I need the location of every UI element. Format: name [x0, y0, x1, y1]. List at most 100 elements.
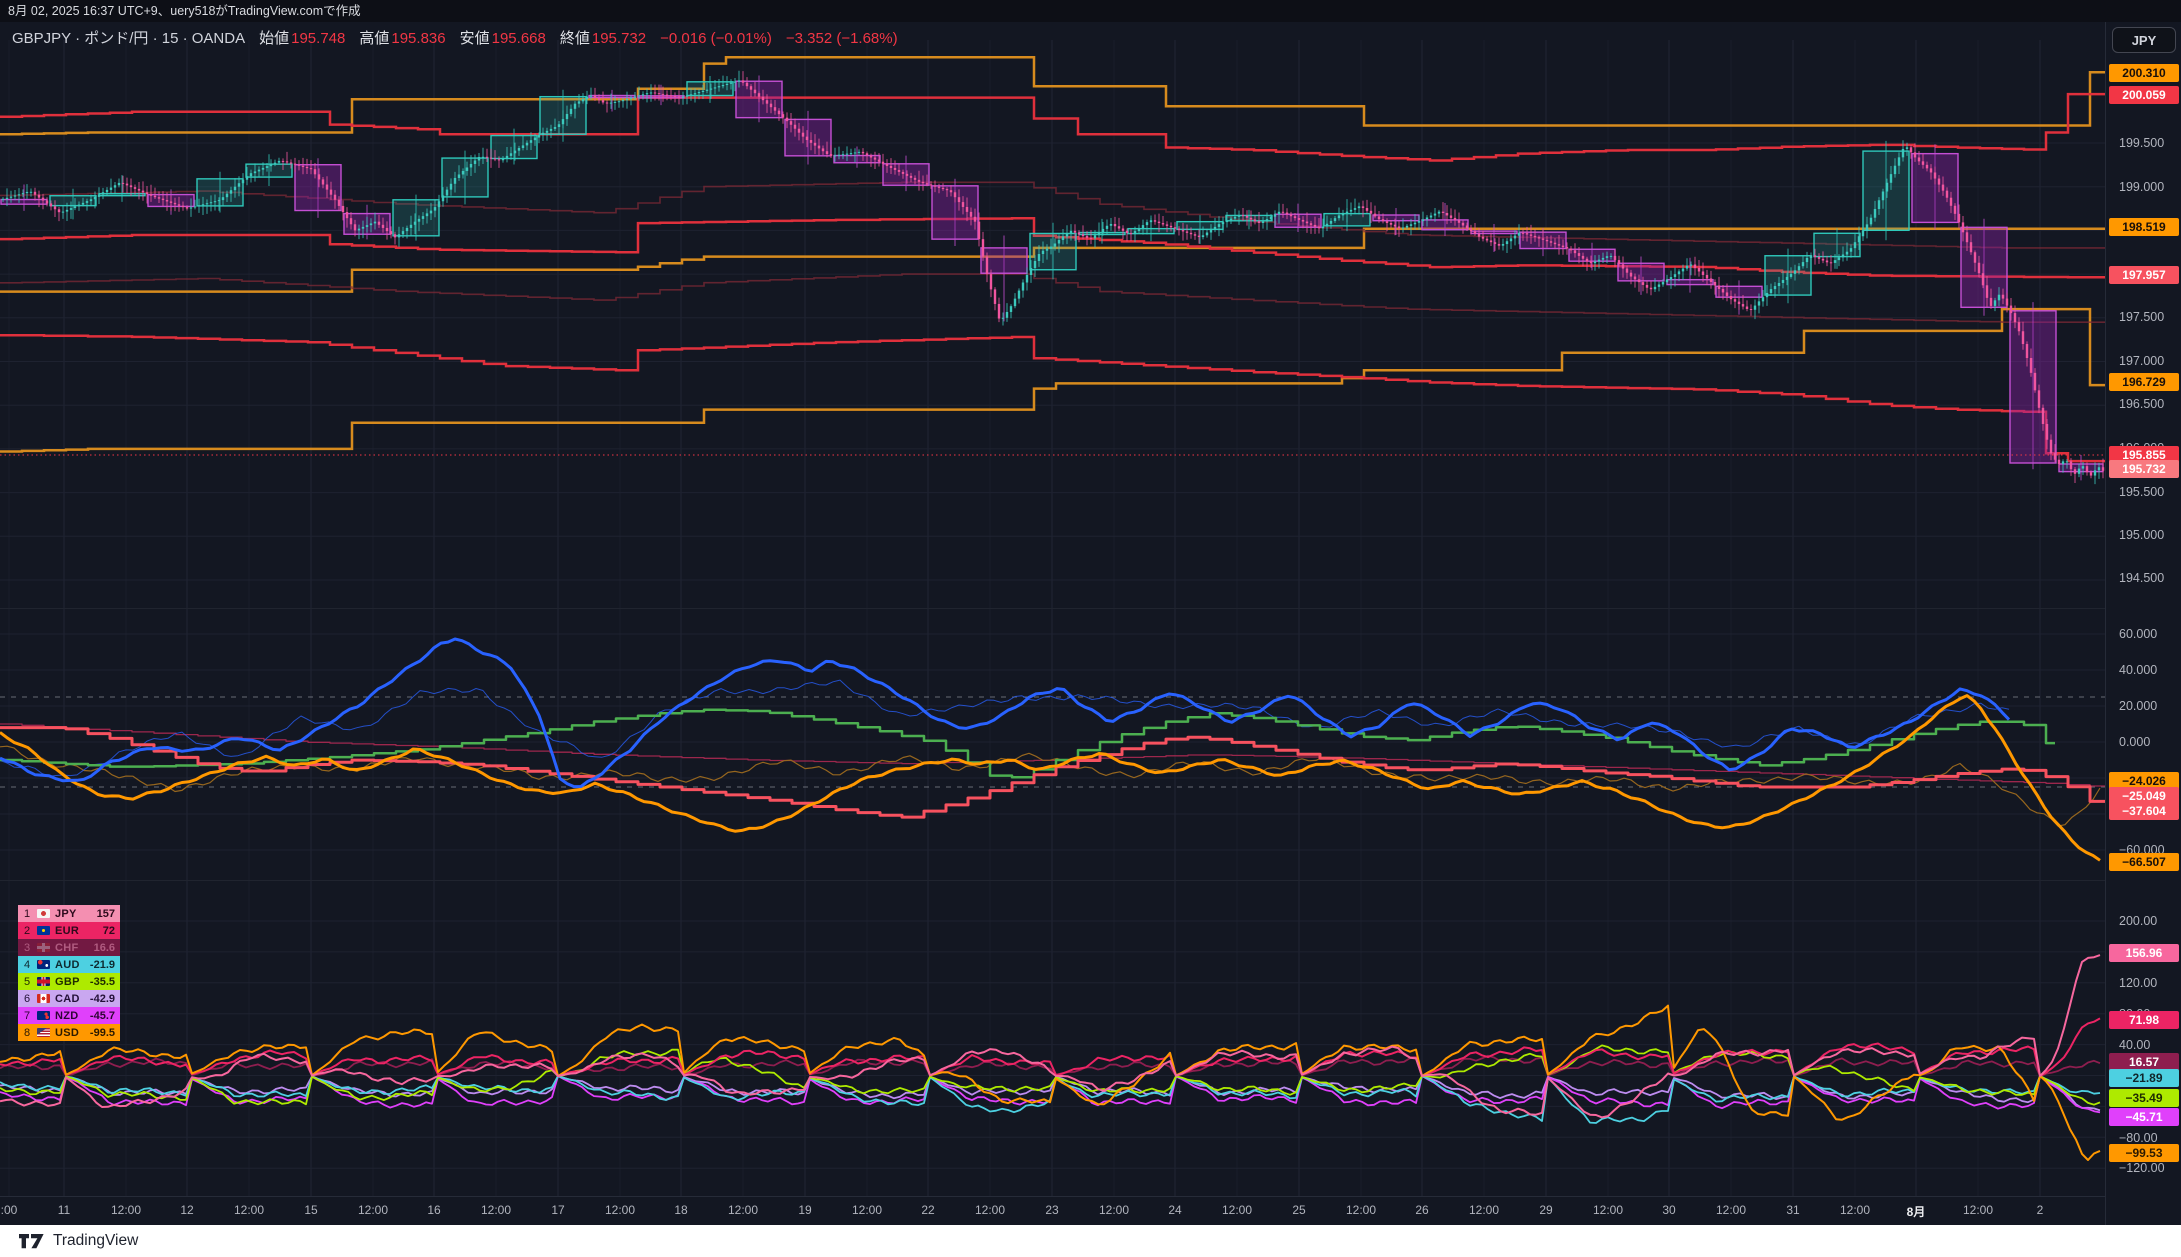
candle-body [413, 221, 417, 225]
candle-body [393, 234, 397, 238]
candle-body [13, 195, 17, 197]
candle-body [857, 151, 861, 153]
candle-body [149, 194, 153, 196]
candle-body [1049, 246, 1053, 249]
candle-body [557, 124, 561, 127]
candle-body [1121, 228, 1125, 231]
legend-currency-value: 157 [96, 907, 115, 920]
oscillator-badge: −25.049 [2109, 787, 2179, 805]
legend-row-nzd[interactable]: 7 NZD -45.7 [18, 1007, 120, 1024]
time-axis[interactable]: :00 11 12:00 12 12:00 15 12:00 16 12:00 17 12:00 18… [0, 1196, 2181, 1225]
legend-rank: 6 [24, 992, 31, 1005]
strength-badge: 71.98 [2109, 1011, 2179, 1029]
candle-body [309, 168, 313, 170]
close-value: 195.732 [591, 30, 647, 47]
legend-row-jpy[interactable]: 1 JPY 157 [18, 905, 120, 922]
candle-body [613, 101, 617, 103]
pane-separator[interactable] [0, 880, 2105, 881]
legend-row-cad[interactable]: 6 CAD -42.9 [18, 990, 120, 1007]
strength-line-CHF [0, 1054, 2101, 1077]
candle-body [989, 274, 993, 290]
legend-row-gbp[interactable]: 5 GBP -35.5 [18, 973, 120, 990]
price-tick-label: 199.500 [2119, 136, 2165, 150]
htf-box [0, 198, 48, 205]
candle-body [113, 185, 117, 188]
candle-body [357, 228, 361, 231]
candle-body [349, 218, 353, 225]
candle-body [541, 132, 545, 135]
candle-body [609, 102, 613, 104]
candle-body [1449, 215, 1453, 218]
change-cumulative-value: −3.352 (−1.68%) [785, 30, 898, 47]
candle-body [1761, 297, 1765, 302]
htf-box [196, 178, 244, 207]
nz-flag-icon [36, 1011, 50, 1020]
candle-body [801, 132, 805, 137]
candle-body [765, 100, 769, 104]
legend-rank: 1 [24, 907, 31, 920]
osc-line-blue_thick [0, 637, 2011, 789]
candle-body [2053, 453, 2057, 460]
legend-currency-code: EUR [55, 924, 80, 937]
candle-body [705, 89, 709, 91]
candle-body [1009, 306, 1013, 312]
candle-body [189, 207, 193, 209]
legend-row-usd[interactable]: 8 USD -99.5 [18, 1024, 120, 1041]
pane-separator[interactable] [0, 608, 2105, 609]
currency-unit-button[interactable]: JPY [2112, 27, 2176, 53]
candle-body [993, 289, 997, 304]
candle-body [961, 202, 965, 207]
candle-body [1833, 260, 1837, 263]
candle-body [1709, 278, 1713, 282]
htf-box [490, 134, 538, 160]
candle-body [1545, 239, 1549, 242]
candle-body [1621, 264, 1625, 269]
candle-body [325, 184, 329, 190]
symbol-title-bar[interactable]: GBPJPY · ポンド/円 · 15 · OANDA 始値 195.748 高値 19… [12, 22, 898, 56]
candle-body [1213, 226, 1217, 230]
candle-body [1733, 299, 1737, 302]
candle-body [1269, 216, 1273, 220]
time-label-day: 25 [1292, 1203, 1306, 1217]
candle-body [945, 189, 949, 191]
time-label-day: 29 [1539, 1203, 1553, 1217]
candle-body [29, 191, 33, 193]
candle-body [1373, 213, 1377, 217]
candle-body [629, 97, 633, 100]
currency-strength-pane[interactable] [0, 880, 2105, 1196]
candle-body [1801, 262, 1805, 267]
oscillator-pane[interactable] [0, 608, 2105, 880]
legend-currency-code: CHF [55, 941, 79, 954]
legend-row-chf[interactable]: 3 CHF 16.6 [18, 939, 120, 956]
candle-body [1785, 276, 1789, 280]
tradingview-logo-icon[interactable] [18, 1233, 45, 1250]
price-badge: 200.059 [2109, 86, 2179, 104]
legend-row-eur[interactable]: 2 EUR 72 [18, 922, 120, 939]
candle-body [897, 169, 901, 172]
strength-line-JPY [0, 954, 2101, 1119]
candle-body [1541, 238, 1545, 240]
candle-body [1045, 248, 1049, 251]
high-label: 高値 [359, 30, 390, 47]
symbol-description[interactable]: GBPJPY · ポンド/円 · 15 · OANDA [12, 30, 246, 47]
candle-body [89, 199, 93, 202]
candle-body [1693, 264, 1697, 268]
candle-body [1161, 223, 1165, 225]
candle-body [1433, 213, 1437, 216]
candle-body [1281, 211, 1285, 213]
tradingview-brand-text[interactable]: TradingView [53, 1232, 139, 1249]
strength-line-USD [0, 1004, 2101, 1161]
candle-body [429, 210, 433, 214]
candle-body [1633, 276, 1637, 280]
candle-body [389, 231, 393, 235]
candle-body [37, 194, 41, 198]
candle-body [1097, 232, 1101, 236]
candle-body [1137, 228, 1141, 232]
candle-body [633, 96, 637, 98]
candle-body [61, 211, 65, 213]
candle-body [513, 150, 517, 154]
price-pane[interactable] [0, 40, 2105, 608]
legend-row-aud[interactable]: 4 AUD -21.9 [18, 956, 120, 973]
price-axis[interactable]: JPY 199.500 199.000 197.500 197.000 196.500 1… [2105, 22, 2181, 1225]
candle-body [949, 190, 953, 193]
